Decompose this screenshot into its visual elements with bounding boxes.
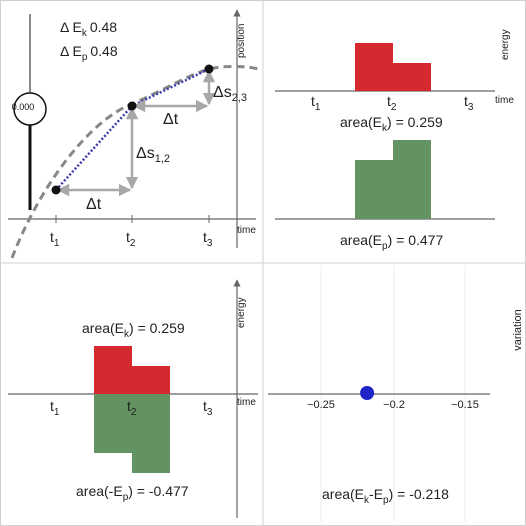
- et-x-axis-label: time: [495, 95, 514, 106]
- et-y-axis-label: energy: [500, 29, 511, 60]
- et-area-ek-label: area(Ek) = 0.259: [340, 114, 443, 134]
- lg-tick-label-3: t3: [203, 398, 213, 418]
- delta-ek-readout: Δ Ek 0.48: [60, 19, 117, 39]
- et-tick-label-3: t3: [464, 93, 474, 113]
- gauge-value-label: 0.000: [11, 102, 35, 112]
- pt-tick-label-3: t3: [203, 229, 213, 249]
- kinetic-bar-1: [355, 43, 393, 91]
- lg-area-ep-label: area(-Ep) = -0.477: [76, 483, 189, 503]
- lg-area-ek-label: area(Ek) = 0.259: [82, 320, 185, 340]
- true-trajectory-curve: [10, 65, 263, 259]
- variation-panel: variation −0.25 −0.2 −0.15 area(Ek-Ep) =…: [268, 265, 524, 522]
- ds12-label: Δs1,2: [136, 145, 170, 165]
- et-tick-label-2: t2: [387, 93, 397, 113]
- dt-label-1: Δt: [86, 196, 102, 213]
- energy-time-panel: time energy t1 t2 t3 area(Ek) = 0.259 ar…: [275, 29, 514, 252]
- et-tick-label-1: t1: [311, 93, 321, 113]
- lg-potential-bar-1: [94, 394, 132, 453]
- sample-point-1[interactable]: [51, 185, 61, 195]
- dt-label-2: Δt: [163, 111, 179, 128]
- ds23-label: Δs2,3: [213, 84, 247, 104]
- kinetic-bar-2: [393, 63, 431, 91]
- var-axis-label: variation: [512, 309, 524, 351]
- pt-tick-label-1: t1: [50, 229, 60, 249]
- pt-y-axis-label: position: [236, 24, 247, 58]
- lg-kinetic-bar-2: [132, 366, 170, 394]
- variation-dot[interactable]: [360, 386, 375, 400]
- et-area-ep-label: area(Ep) = 0.477: [340, 232, 443, 252]
- lg-tick-label-1: t1: [50, 398, 60, 418]
- lagrangian-panel: energy time area(Ek) = 0.259 t1 t2 t3 ar…: [8, 279, 258, 518]
- var-tick-label-2: −0.2: [383, 399, 405, 411]
- gauge-slider[interactable]: [13, 14, 47, 210]
- var-tick-label-3: −0.15: [451, 399, 479, 411]
- potential-bar-2: [393, 140, 431, 219]
- pt-x-axis-label: time: [237, 225, 256, 236]
- var-tick-label-1: −0.25: [307, 399, 335, 411]
- lg-potential-bar-2: [132, 394, 170, 473]
- lg-y-axis-label: energy: [236, 297, 247, 328]
- lg-kinetic-bar-1: [94, 346, 132, 394]
- gauge-knob[interactable]: [13, 92, 47, 126]
- pt-tick-label-2: t2: [126, 229, 136, 249]
- variation-label: area(Ek-Ep) = -0.218: [322, 486, 449, 506]
- delta-ep-readout: Δ Ep 0.48: [60, 43, 118, 63]
- position-time-panel: position time t1 t2 t3 Δt Δt Δs1,2 Δs2,3: [8, 9, 263, 259]
- lg-x-axis-label: time: [237, 397, 256, 408]
- potential-bar-1: [355, 160, 393, 219]
- lg-tick-label-2: t2: [127, 398, 137, 418]
- sample-point-2[interactable]: [127, 101, 137, 111]
- sample-point-3[interactable]: [204, 64, 214, 74]
